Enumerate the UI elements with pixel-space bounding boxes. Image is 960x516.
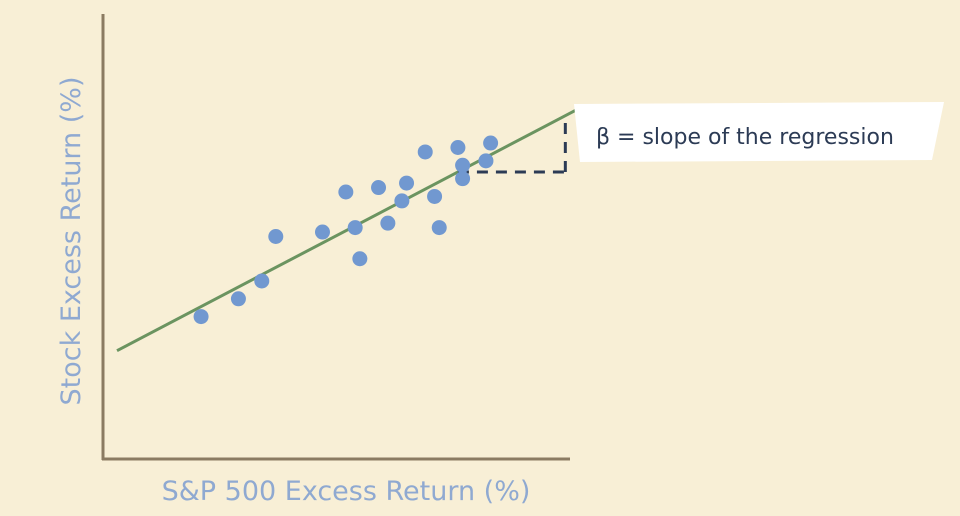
scatter-point-6 <box>338 184 354 200</box>
scatter-point-13 <box>417 144 433 160</box>
scatter-point-17 <box>455 157 471 173</box>
scatter-point-16 <box>450 140 466 155</box>
scatter-point-7 <box>347 220 363 236</box>
scatter-point-3 <box>254 273 270 289</box>
scatter-point-11 <box>394 193 410 209</box>
scatter-point-9 <box>371 180 387 196</box>
scatter-point-19 <box>478 153 494 169</box>
scatter-point-18 <box>455 171 471 187</box>
y-axis-label: Stock Excess Return (%) <box>56 77 87 406</box>
scatter-point-2 <box>230 291 246 307</box>
plot-area <box>116 107 581 352</box>
callout-box <box>574 102 944 162</box>
scatter-point-20 <box>483 135 499 151</box>
scatter-point-4 <box>268 229 284 244</box>
scatter-point-15 <box>431 220 447 236</box>
scatter-point-1 <box>193 309 209 325</box>
slope-callout: β = slope of the regression <box>574 102 944 162</box>
x-axis-label: S&P 500 Excess Return (%) <box>162 476 531 507</box>
scatter-point-5 <box>314 224 330 240</box>
callout-text: β = slope of the regression <box>596 125 894 150</box>
scatter-point-8 <box>352 251 368 267</box>
scatter-point-10 <box>380 215 396 231</box>
scatter-point-12 <box>399 175 415 191</box>
scatter-point-14 <box>427 188 443 204</box>
